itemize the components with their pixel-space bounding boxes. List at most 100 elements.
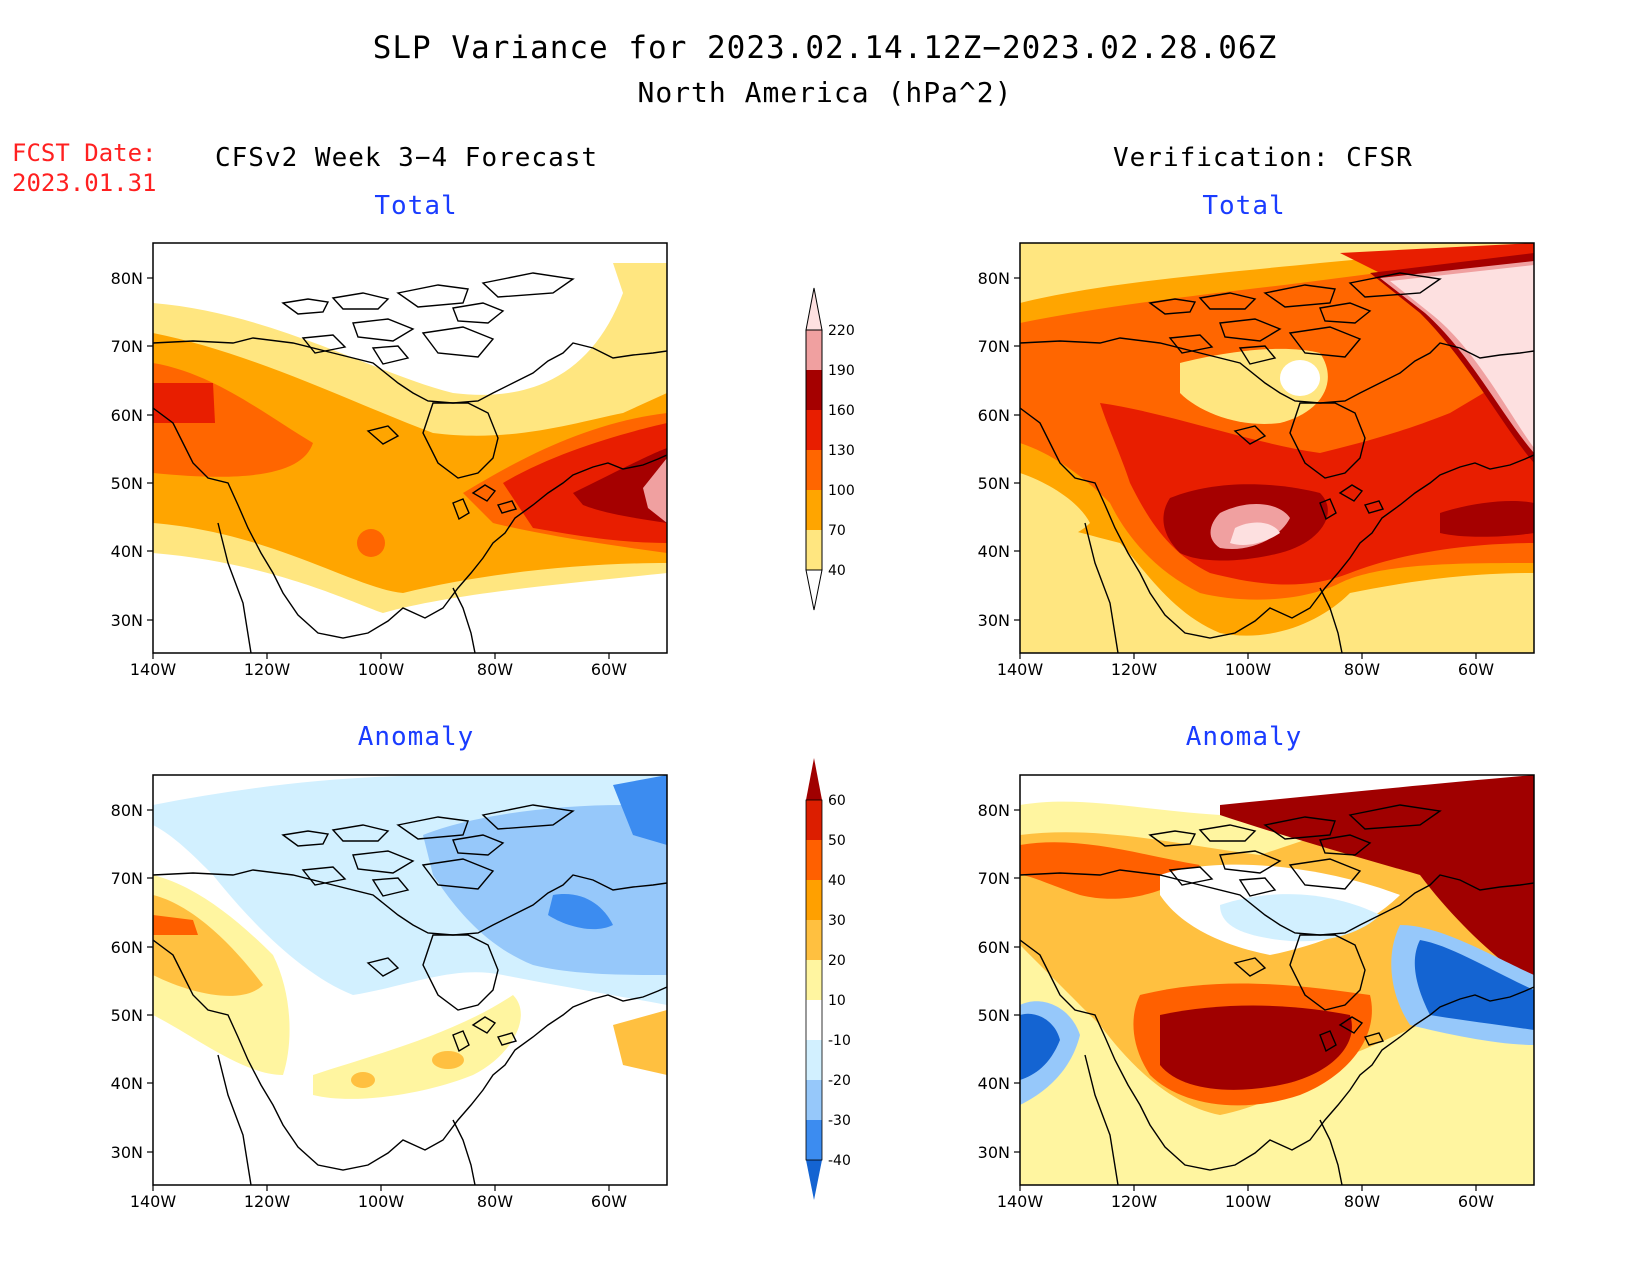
verification-column-title: Verification: CFSR: [1113, 143, 1413, 173]
lat-tick-label: 70N: [978, 337, 1010, 356]
total-colorbar-segment: [806, 490, 822, 530]
lat-tick-label: 40N: [978, 1074, 1010, 1093]
forecast-date-label: FCST Date:: [12, 139, 157, 167]
vt-contour-220: [1230, 522, 1280, 545]
lat-tick-label: 40N: [978, 542, 1010, 561]
total-colorbar-label: 220: [828, 323, 855, 339]
total-colorbar-segment: [806, 370, 822, 410]
vt-contour-160-east: [1440, 501, 1534, 537]
lat-tick-label: 50N: [111, 474, 143, 493]
lat-tick-label: 70N: [111, 869, 143, 888]
verification-total-map: [1020, 243, 1534, 653]
anomaly-colorbar-segment: [806, 800, 822, 840]
vt-contour-40-west: [1020, 473, 1090, 540]
anomaly-colorbar-segment: [806, 920, 822, 960]
anomaly-colorbar-label: -30: [828, 1113, 851, 1129]
total-colorbar-segment: [806, 330, 822, 370]
va-contour-n40-west: [1020, 1013, 1060, 1080]
lat-tick-label: 50N: [978, 1006, 1010, 1025]
anomaly-colorbar-upper-arrow: [806, 758, 822, 800]
anomaly-colorbar-label: 20: [828, 953, 846, 969]
lat-tick-label: 80N: [978, 801, 1010, 820]
lon-tick-label: 60W: [591, 1192, 627, 1211]
lon-tick-label: 100W: [1225, 660, 1272, 679]
lat-tick-label: 30N: [978, 1143, 1010, 1162]
forecast-column-title: CFSv2 Week 3−4 Forecast: [215, 143, 599, 173]
lon-tick-label: 100W: [358, 660, 405, 679]
lon-tick-label: 140W: [130, 1192, 177, 1211]
anomaly-colorbar-frame: [805, 799, 823, 1161]
anomaly-colorbar-label: -20: [828, 1073, 851, 1089]
ft-contour-130-west: [153, 383, 215, 423]
lon-tick-label: 80W: [477, 660, 513, 679]
total-colorbar-label: 70: [828, 523, 846, 539]
ft-contour-160: [573, 448, 667, 523]
forecast-date: FCST Date: 2023.01.31: [12, 138, 157, 198]
verification-total-title: Total: [1202, 191, 1286, 221]
anomaly-colorbar-label: 10: [828, 993, 846, 1009]
lat-tick-label: 60N: [111, 938, 143, 957]
lat-tick-label: 50N: [978, 474, 1010, 493]
verification-anomaly-title: Anomaly: [1185, 722, 1303, 752]
lat-tick-label: 30N: [978, 611, 1010, 630]
va-contour-n10: [1220, 894, 1380, 942]
lon-tick-label: 140W: [997, 1192, 1044, 1211]
forecast-total-title: Total: [374, 191, 458, 221]
anomaly-colorbar-segment: [806, 1080, 822, 1120]
va-contour-p40-west: [1020, 842, 1200, 899]
lat-tick-label: 30N: [111, 1143, 143, 1162]
anomaly-colorbar-label: 40: [828, 873, 846, 889]
lon-tick-label: 120W: [1111, 1192, 1158, 1211]
total-colorbar-lower-arrow: [805, 569, 823, 611]
lon-tick-label: 60W: [1458, 1192, 1494, 1211]
fa-contour-p20-lakes: [432, 1051, 464, 1069]
lon-tick-label: 120W: [244, 1192, 291, 1211]
lon-tick-label: 140W: [997, 660, 1044, 679]
total-colorbar-upper-arrow: [805, 287, 823, 331]
lon-tick-label: 80W: [477, 1192, 513, 1211]
vt-contour-white-hudson: [1280, 360, 1320, 396]
lon-tick-label: 100W: [358, 1192, 405, 1211]
anomaly-colorbar-segment: [806, 1040, 822, 1080]
lat-tick-label: 80N: [111, 269, 143, 288]
main-title: SLP Variance for 2023.02.14.12Z−2023.02.…: [372, 30, 1278, 66]
total-colorbar-label: 130: [828, 443, 855, 459]
ft-contour-190: [643, 458, 667, 523]
verification-anomaly-map: [1020, 775, 1534, 1185]
total-colorbar-segment: [806, 530, 822, 570]
lat-tick-label: 60N: [978, 406, 1010, 425]
anomaly-colorbar-label: 60: [828, 793, 846, 809]
lat-tick-label: 70N: [978, 869, 1010, 888]
lon-tick-label: 80W: [1344, 660, 1380, 679]
va-contour-n40: [1414, 940, 1534, 1030]
va-contour-p60: [1160, 1005, 1352, 1090]
anomaly-colorbar-lower-arrow: [806, 1160, 822, 1200]
anomaly-colorbar-label: -10: [828, 1033, 851, 1049]
va-contour-p60-north: [1220, 775, 1534, 985]
forecast-anomaly-title: Anomaly: [357, 722, 475, 752]
forecast-anomaly-frame: [152, 774, 668, 1186]
main-subtitle: North America (hPa^2): [637, 76, 1013, 109]
lon-tick-label: 80W: [1344, 1192, 1380, 1211]
lon-tick-label: 120W: [1111, 660, 1158, 679]
fa-contour-p40: [153, 915, 198, 935]
total-colorbar-segment: [806, 450, 822, 490]
lat-tick-label: 40N: [111, 1074, 143, 1093]
lat-tick-label: 60N: [978, 938, 1010, 957]
map-axes: 80N 70N 60N 50N 40N 30N 140W 120W 100W 80W 60W 80N 7…: [111, 269, 1495, 1211]
total-colorbar-segment: [806, 410, 822, 450]
lon-tick-label: 60W: [1458, 660, 1494, 679]
lat-tick-label: 70N: [111, 337, 143, 356]
anomaly-colorbar-segment: [806, 840, 822, 880]
forecast-total-map: [153, 243, 667, 653]
anomaly-colorbar-segment: [806, 1000, 822, 1040]
anomaly-colorbar-label: -40: [828, 1153, 851, 1169]
lon-tick-label: 60W: [591, 660, 627, 679]
ft-contour-100-plains: [357, 529, 385, 557]
fa-contour-n30: [548, 894, 613, 930]
forecast-anomaly-map: [153, 775, 667, 1185]
forecast-total-frame: [152, 242, 668, 654]
total-colorbar-frame: [805, 329, 823, 571]
fa-contour-p20-plains: [351, 1072, 375, 1088]
